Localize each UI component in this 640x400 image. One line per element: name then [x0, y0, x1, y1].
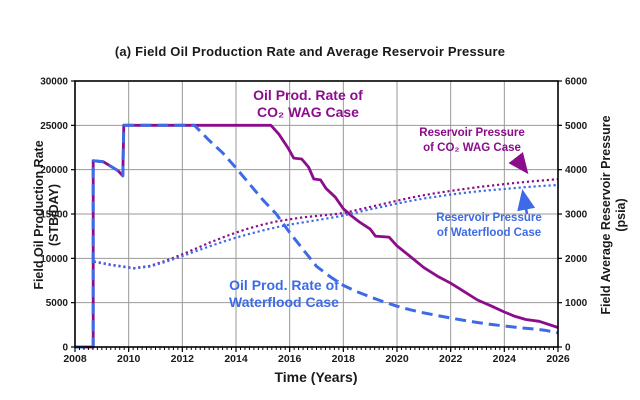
- y-axis-label-left-text: Field Oil Production Rate: [32, 140, 46, 290]
- x-tick-label: 2012: [171, 353, 195, 365]
- co2-pressure-annotation-line1: Reservoir Pressure: [419, 127, 525, 139]
- y-right-tick-label: 0: [565, 343, 571, 354]
- x-tick-label: 2020: [385, 353, 409, 365]
- y-left-tick-label: 10000: [40, 254, 68, 265]
- chart-title: (a) Field Oil Production Rate and Averag…: [114, 44, 506, 59]
- y-axis-label-left: Field Oil Production Rate (STB/DAY): [32, 120, 62, 310]
- waterflood-rate-annotation: Oil Prod. Rate of Waterflood Case: [229, 277, 339, 311]
- y-left-tick-label: 0: [62, 343, 68, 354]
- co2-wag-rate-annotation-line1: Oil Prod. Rate of: [253, 87, 363, 103]
- y-left-tick-label: 15000: [40, 210, 68, 221]
- co2-pressure-annotation-line2: of CO₂ WAG Case: [423, 141, 521, 154]
- y-right-tick-label: 5000: [565, 121, 588, 132]
- annotation-arrows: [508, 152, 536, 215]
- y-axis-label-right-units: (psia): [614, 198, 628, 232]
- x-tick-label: 2008: [63, 353, 87, 365]
- data-series: [75, 123, 559, 349]
- x-tick-label: 2026: [546, 353, 570, 365]
- waterflood-pressure-annotation: Reservoir Pressure of Waterflood Case: [436, 211, 541, 240]
- co2-pressure-arrow-icon: [508, 152, 529, 175]
- x-tick-label: 2016: [278, 353, 302, 365]
- x-tick-label: 2014: [224, 353, 248, 365]
- co2-pressure-annotation: Reservoir Pressure of CO₂ WAG Case: [419, 126, 524, 155]
- axes-and-ticks: 2008 2010 2012 2014 2016 2018 2020 2022 2024 2026…: [40, 77, 587, 366]
- y-left-tick-label: 5000: [46, 298, 69, 309]
- pressure-co2-wag-line: [93, 178, 559, 270]
- x-tick-label: 2010: [117, 353, 141, 365]
- waterflood-pressure-annotation-line2: of Waterflood Case: [436, 226, 542, 239]
- x-tick-label: 2022: [439, 353, 463, 365]
- y-axis-label-right-text: Field Average Reservoir Pressure: [599, 115, 613, 315]
- y-right-tick-label: 4000: [565, 165, 588, 176]
- y-right-tick-label: 2000: [565, 254, 588, 265]
- x-tick-label: 2018: [332, 353, 356, 365]
- x-tick-label: 2024: [493, 353, 517, 365]
- co2-wag-rate-annotation: Oil Prod. Rate of CO₂ WAG Case: [253, 87, 363, 121]
- y-right-tick-label: 6000: [565, 77, 588, 88]
- waterflood-rate-annotation-line1: Oil Prod. Rate of: [229, 277, 339, 293]
- y-left-tick-label: 30000: [40, 77, 68, 88]
- y-right-tick-label: 3000: [565, 210, 588, 221]
- oil-rate-waterflood-line: [75, 123, 559, 349]
- y-left-tick-label: 25000: [40, 121, 68, 132]
- y-axis-label-right: Field Average Reservoir Pressure (psia): [599, 110, 629, 320]
- y-left-tick-label: 20000: [40, 165, 68, 176]
- gridlines: [75, 81, 558, 347]
- waterflood-pressure-annotation-line1: Reservoir Pressure: [436, 212, 542, 224]
- y-axis-label-left-units: (STB/DAY): [47, 183, 61, 247]
- x-axis-label: Time (Years): [274, 369, 358, 385]
- waterflood-pressure-arrow-icon: [517, 189, 536, 215]
- pressure-waterflood-line: [93, 183, 559, 270]
- waterflood-rate-annotation-line2: Waterflood Case: [229, 294, 339, 310]
- co2-wag-rate-annotation-line2: CO₂ WAG Case: [257, 104, 359, 120]
- y-right-tick-label: 1000: [565, 298, 588, 309]
